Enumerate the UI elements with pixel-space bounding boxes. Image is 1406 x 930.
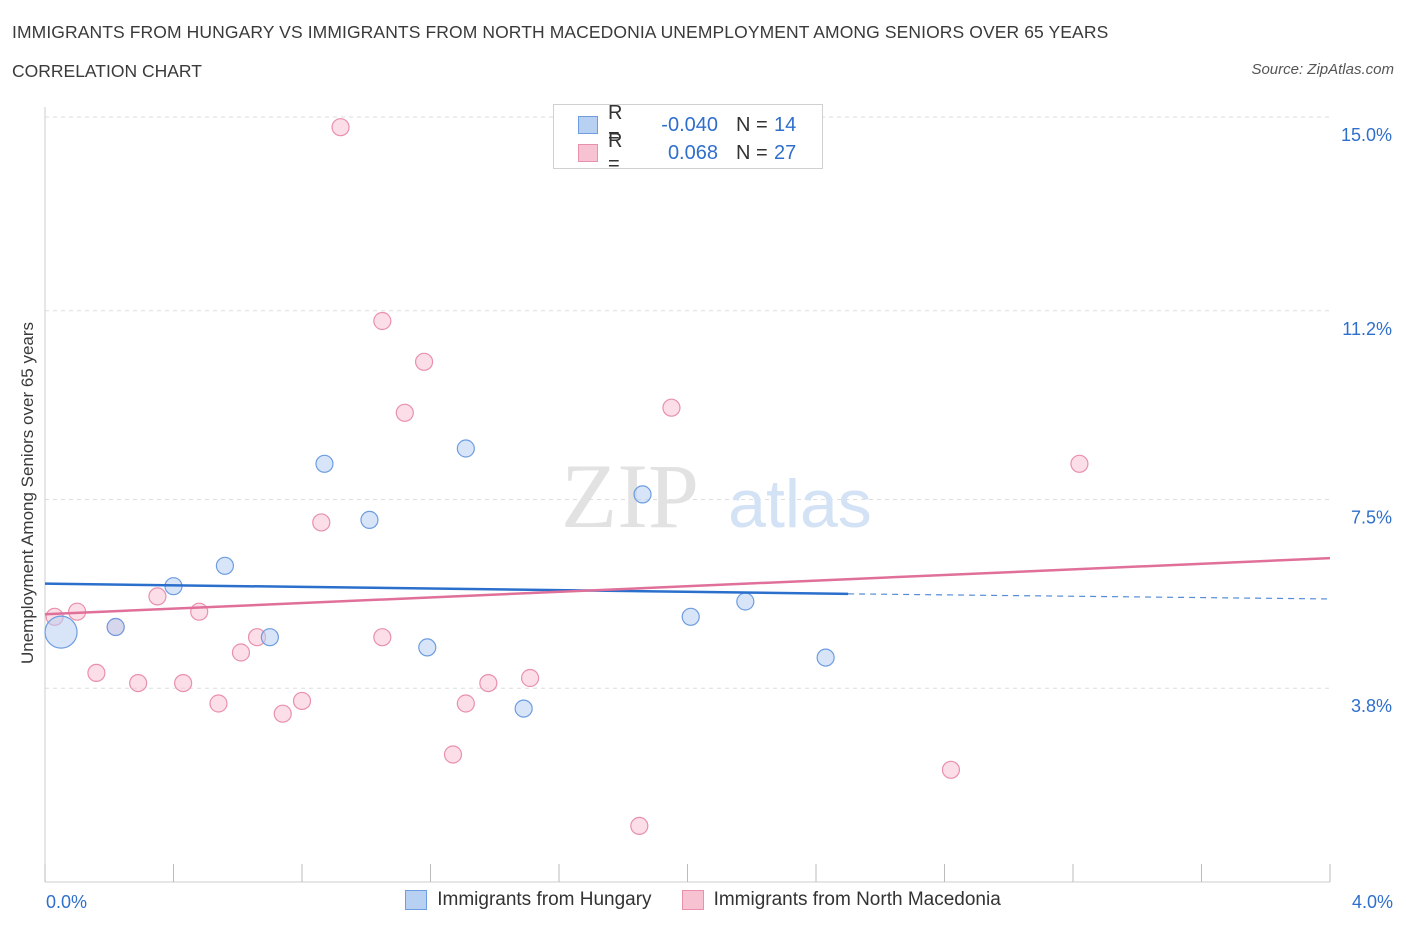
hungary-data-point (681, 607, 700, 626)
hungary-data-point (514, 699, 533, 718)
macedonia-data-point (1070, 454, 1089, 473)
chart-title: IMMIGRANTS FROM HUNGARY VS IMMIGRANTS FR… (12, 22, 1109, 42)
macedonia-data-point (312, 513, 331, 532)
macedonia-data-point (209, 694, 228, 713)
source-credit: Source: ZipAtlas.com (1251, 61, 1394, 78)
watermark-atlas: atlas (728, 466, 872, 542)
y-tick-label: 11.2% (1342, 319, 1392, 339)
n-label: N = (736, 113, 768, 136)
series-legend: Immigrants from Hungary Immigrants from … (0, 889, 1406, 911)
macedonia-data-point (662, 398, 681, 417)
macedonia-data-point (129, 673, 148, 693)
macedonia-swatch-icon (681, 890, 704, 910)
axes (44, 107, 1331, 883)
hungary-swatch-icon (578, 116, 598, 134)
n-value-hungary: 14 (774, 113, 797, 136)
n-value-macedonia: 27 (774, 141, 797, 164)
legend-row-macedonia: R = 0.068 N = 27 (578, 130, 797, 175)
macedonia-data-point (479, 673, 498, 693)
hungary-data-point (418, 638, 437, 657)
macedonia-data-point (395, 403, 414, 422)
macedonia-data-point (373, 311, 392, 331)
y-tick-label: 7.5% (1351, 508, 1392, 528)
macedonia-trend-line (44, 556, 1331, 616)
hungary-data-point (633, 485, 652, 504)
legend-label-hungary: Immigrants from Hungary (437, 889, 652, 910)
hungary-data-point (360, 510, 379, 530)
hungary-data-point (106, 617, 125, 637)
hungary-data-point (456, 439, 475, 458)
y-tick-label: 3.8% (1351, 696, 1392, 716)
watermark-zip: ZIP (561, 445, 699, 547)
r-label: R = (608, 102, 623, 147)
macedonia-data-point (273, 704, 292, 723)
macedonia-data-point (630, 816, 649, 836)
macedonia-data-point (331, 118, 350, 137)
y-axis-title: Unemployment Among Seniors over 65 years (18, 321, 37, 665)
chart-subtitle: CORRELATION CHART (12, 61, 202, 81)
watermark: ZIP atlas (561, 445, 872, 547)
hungary-data-point (44, 615, 78, 649)
hungary-trend-line (44, 582, 849, 596)
macedonia-data-point (148, 587, 167, 606)
r-label: R = (608, 130, 623, 175)
y-tick-labels: 3.8% 7.5% 11.2% 15.0% (1341, 125, 1392, 716)
macedonia-data-point (941, 760, 961, 779)
legend-row-hungary: R = -0.040 N = 14 (578, 102, 797, 147)
data-points (44, 118, 1089, 836)
stats-legend: R = -0.040 N = 14 R = 0.068 N = 27 (553, 102, 823, 175)
hungary-data-point (736, 592, 755, 611)
macedonia-data-point (414, 352, 434, 371)
macedonia-data-point (174, 673, 193, 693)
y-tick-label: 15.0% (1341, 125, 1392, 145)
x-tick-label: 0.0% (46, 892, 87, 912)
hungary-swatch-icon (405, 890, 428, 910)
macedonia-data-point (443, 745, 463, 764)
hungary-data-point (215, 556, 234, 575)
macedonia-data-point (373, 628, 392, 647)
r-value-hungary: -0.040 (661, 113, 718, 136)
r-value-macedonia: 0.068 (667, 141, 718, 164)
hungary-trend-extension (848, 593, 1331, 600)
hungary-data-point (315, 454, 334, 473)
macedonia-data-point (456, 694, 475, 713)
trend-lines (44, 556, 1331, 616)
gridlines (45, 116, 1330, 689)
macedonia-data-point (87, 663, 106, 683)
macedonia-data-point (292, 691, 312, 711)
n-label: N = (736, 141, 768, 164)
macedonia-swatch-icon (578, 144, 598, 162)
macedonia-data-point (231, 643, 251, 662)
macedonia-data-point (520, 668, 540, 688)
hungary-data-point (260, 628, 279, 647)
x-tick-labels: 0.0% 4.0% (46, 892, 1393, 912)
macedonia-data-point (190, 602, 209, 621)
hungary-data-point (816, 648, 835, 667)
legend-item-macedonia[interactable]: Immigrants from North Macedonia (681, 889, 1001, 911)
legend-label-macedonia: Immigrants from North Macedonia (713, 889, 1001, 910)
x-tick-label: 4.0% (1352, 892, 1393, 912)
legend-item-hungary[interactable]: Immigrants from Hungary (405, 889, 652, 911)
